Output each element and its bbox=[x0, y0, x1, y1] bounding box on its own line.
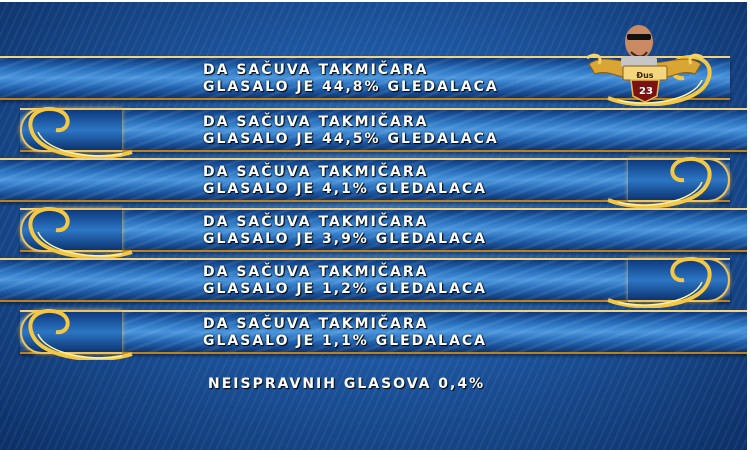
result-line-2: GLASALO JE 4,1% GLEDALACA bbox=[203, 181, 488, 197]
result-line-1: DA SAČUVA TAKMIČARA bbox=[203, 214, 429, 230]
contestant-badge: Đus 23 bbox=[585, 22, 705, 104]
result-bar-cap bbox=[20, 208, 122, 252]
result-line-1: DA SAČUVA TAKMIČARA bbox=[203, 62, 429, 78]
result-row-3: DA SAČUVA TAKMIČARA GLASALO JE 4,1% GLED… bbox=[0, 156, 750, 208]
contestant-number: 23 bbox=[639, 86, 653, 97]
result-bar-cap bbox=[20, 310, 122, 354]
result-bar bbox=[0, 258, 730, 302]
contestant-portrait bbox=[586, 25, 704, 103]
gold-swirl-ornament bbox=[28, 206, 133, 258]
result-line-2: GLASALO JE 1,2% GLEDALACA bbox=[203, 281, 488, 297]
result-line-2: GLASALO JE 3,9% GLEDALACA bbox=[203, 231, 488, 247]
result-line-1: DA SAČUVA TAKMIČARA bbox=[203, 164, 429, 180]
result-line-2: GLASALO JE 44,8% GLEDALACA bbox=[203, 79, 499, 95]
result-bar-cap bbox=[20, 108, 122, 152]
result-row-5: DA SAČUVA TAKMIČARA GLASALO JE 1,2% GLED… bbox=[0, 256, 750, 308]
result-line-1: DA SAČUVA TAKMIČARA bbox=[203, 114, 429, 130]
result-bar bbox=[20, 208, 750, 252]
gold-swirl-ornament bbox=[607, 156, 712, 208]
result-bar bbox=[20, 108, 750, 152]
result-row-4: DA SAČUVA TAKMIČARA GLASALO JE 3,9% GLED… bbox=[0, 206, 750, 258]
gold-swirl-ornament bbox=[28, 308, 133, 360]
gold-swirl-ornament bbox=[607, 256, 712, 308]
right-edge bbox=[747, 0, 750, 450]
result-bar bbox=[20, 310, 750, 354]
result-line-1: DA SAČUVA TAKMIČARA bbox=[203, 316, 429, 332]
result-line-2: GLASALO JE 44,5% GLEDALACA bbox=[203, 131, 499, 147]
result-line-2: GLASALO JE 1,1% GLEDALACA bbox=[203, 333, 488, 349]
result-line-1: DA SAČUVA TAKMIČARA bbox=[203, 264, 429, 280]
invalid-votes-text: NEISPRAVNIH GLASOVA 0,4% bbox=[208, 376, 486, 392]
result-bar bbox=[0, 158, 730, 202]
top-edge bbox=[0, 0, 750, 2]
result-row-6: DA SAČUVA TAKMIČARA GLASALO JE 1,1% GLED… bbox=[0, 308, 750, 360]
contestant-name: Đus bbox=[636, 71, 654, 80]
result-row-2: DA SAČUVA TAKMIČARA GLASALO JE 44,5% GLE… bbox=[0, 106, 750, 158]
gold-swirl-ornament bbox=[28, 106, 133, 158]
